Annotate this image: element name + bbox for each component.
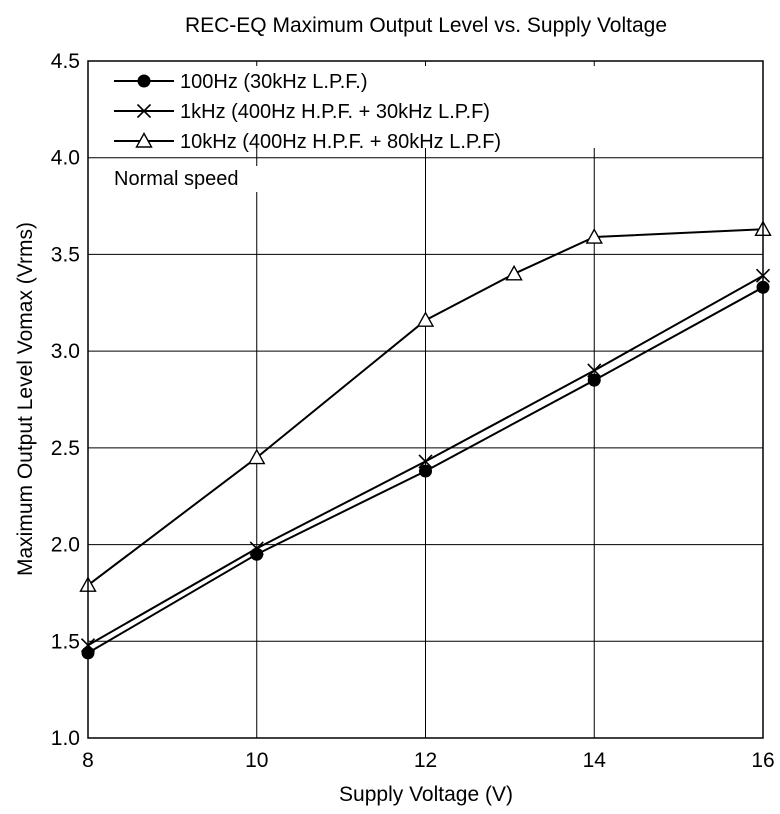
x-marker-stroke: [249, 541, 264, 556]
legend-marker-sample: [137, 74, 151, 88]
x-tick-label: 14: [583, 749, 607, 772]
data-point-series-1: [587, 373, 601, 387]
x-tick-label: 10: [245, 749, 268, 772]
y-tick-label: 3.0: [51, 340, 80, 363]
y-tick-label: 4.5: [51, 50, 80, 73]
y-axis-tick-labels: 1.0 1.5 2.0 2.5 3.0 3.5 4.0 4.5: [51, 50, 80, 750]
legend: 100Hz (30kHz L.P.F.) 1kHz (400Hz H.P.F. …: [96, 66, 628, 153]
data-point-series-2: [249, 541, 264, 556]
y-tick-label: 2.5: [51, 437, 80, 460]
legend-marker-sample: [136, 103, 152, 119]
x-marker-stroke: [136, 103, 152, 119]
series-line-3: [87, 228, 764, 586]
legend-label-100hz: 100Hz (30kHz L.P.F.): [180, 71, 368, 93]
annotation-normal-speed: Normal speed: [114, 168, 239, 190]
legend-label-10khz: 10kHz (400Hz H.P.F. + 80kHz L.P.F): [180, 131, 501, 153]
data-point-series-2: [418, 454, 433, 469]
data-point-series-3: [416, 311, 435, 327]
y-tick-label: 1.5: [51, 630, 80, 653]
data-point-series-3: [505, 264, 523, 281]
x-marker-stroke: [587, 363, 602, 378]
x-tick-label: 16: [751, 749, 774, 772]
legend-label-1khz: 1kHz (400Hz H.P.F. + 30kHz L.P.F): [180, 101, 490, 123]
legend-background: [96, 66, 628, 148]
plot-frame: [87, 60, 764, 739]
x-tick-label: 8: [82, 749, 94, 772]
data-point-series-1: [419, 464, 432, 478]
x-axis-label: Supply Voltage (V): [339, 783, 513, 806]
x-axis-tick-labels: 8 10 12 14 16: [82, 749, 775, 772]
x-marker-stroke: [418, 454, 433, 469]
data-point-series-1: [250, 547, 264, 561]
chart-title: REC-EQ Maximum Output Level vs. Supply V…: [185, 14, 667, 37]
x-tick-label: 12: [414, 749, 437, 772]
data-point-series-3: [248, 448, 266, 465]
annotation-background: [96, 166, 286, 192]
data-point-series-2: [587, 363, 602, 378]
legend-marker-sample: [135, 132, 153, 148]
y-tick-label: 4.0: [51, 147, 80, 170]
y-tick-label: 3.5: [51, 243, 80, 266]
grid-lines: [87, 60, 764, 739]
data-point-series-3: [585, 228, 603, 244]
y-tick-label: 2.0: [51, 534, 80, 557]
y-axis-label: Maximum Output Level Vomax (Vrms): [14, 222, 37, 576]
y-tick-label: 1.0: [51, 727, 80, 750]
